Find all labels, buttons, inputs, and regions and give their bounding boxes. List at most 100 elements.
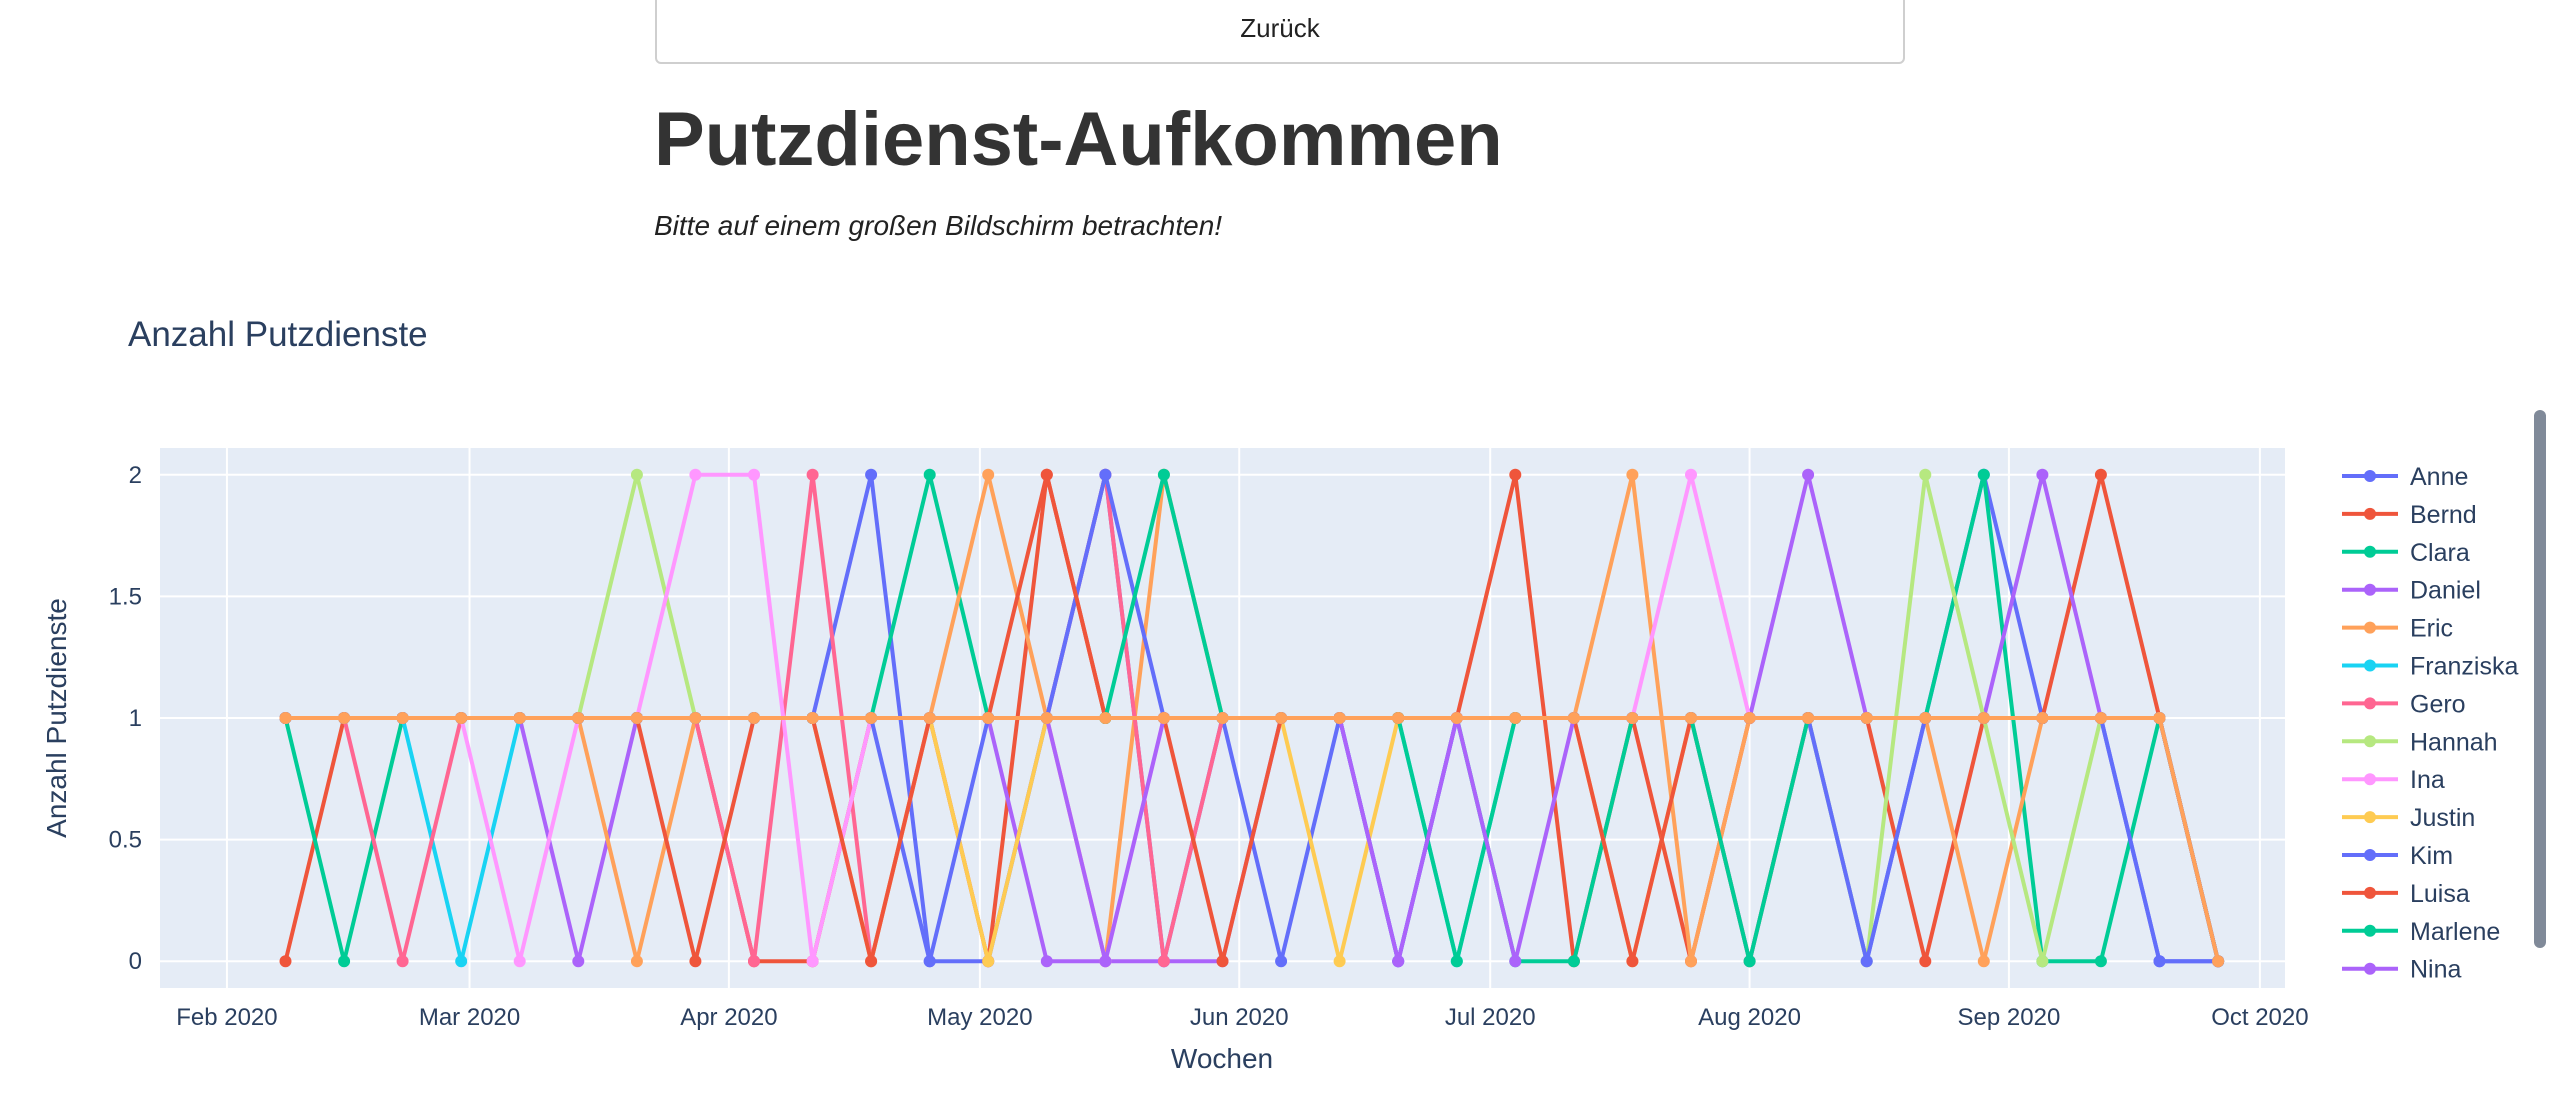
data-point — [1685, 712, 1697, 724]
legend-item-franziska[interactable]: Franziska — [2342, 653, 2518, 681]
data-point — [455, 955, 468, 968]
y-tick-label: 0 — [129, 948, 142, 975]
legend-scrollbar[interactable] — [2534, 410, 2546, 948]
series-line — [285, 716, 2221, 962]
x-tick-label: Aug 2020 — [1698, 1004, 1801, 1031]
data-point — [1509, 468, 1522, 481]
data-point — [1919, 712, 1932, 724]
data-point — [1977, 712, 1990, 724]
data-point — [1450, 955, 1463, 968]
legend-item-daniel[interactable]: Daniel — [2342, 577, 2481, 605]
y-tick-label: 0.5 — [109, 827, 142, 854]
tick-labels: Feb 2020 Mar 2020 Apr 2020 May 2020 Jun 2020… — [109, 462, 2309, 1031]
data-point — [1567, 712, 1580, 724]
data-point — [1157, 468, 1170, 481]
data-point — [1040, 712, 1053, 724]
data-point — [1275, 712, 1288, 724]
data-point — [1392, 955, 1405, 968]
legend-marker — [2364, 697, 2376, 710]
data-point — [865, 955, 878, 968]
legend-item-hannah[interactable]: Hannah — [2342, 728, 2498, 756]
data-point — [1743, 712, 1756, 724]
data-point — [1977, 468, 1990, 481]
legend-label: Justin — [2410, 804, 2475, 832]
legend-item-justin[interactable]: Justin — [2342, 804, 2475, 832]
legend-item-eric[interactable]: Eric — [2342, 615, 2453, 643]
data-point — [279, 955, 292, 968]
legend-marker — [2364, 962, 2376, 975]
data-point — [923, 468, 936, 481]
data-point — [338, 955, 351, 968]
legend-item-kim[interactable]: Kim — [2342, 842, 2453, 870]
data-point — [865, 712, 878, 724]
data-point — [1626, 468, 1639, 481]
data-point — [1626, 712, 1639, 724]
y-tick-label: 1 — [129, 705, 142, 732]
legend-item-nina[interactable]: Nina — [2342, 956, 2462, 984]
legend[interactable]: Anne Bernd Clara Daniel Eric Franziska Gero Han… — [2342, 463, 2518, 984]
legend-marker — [2364, 924, 2376, 937]
back-button[interactable]: Zurück — [655, 0, 1905, 64]
x-tick-label: Feb 2020 — [176, 1004, 277, 1031]
legend-item-clara[interactable]: Clara — [2342, 539, 2470, 567]
data-point — [630, 468, 643, 481]
legend-label: Clara — [2410, 539, 2470, 567]
data-point — [2212, 955, 2225, 968]
series-layer — [279, 468, 2225, 968]
data-point — [572, 712, 585, 724]
legend-label: Bernd — [2410, 501, 2477, 529]
data-point — [1099, 468, 1112, 481]
data-point — [1333, 955, 1346, 968]
legend-marker — [2364, 849, 2376, 861]
data-point — [689, 955, 702, 968]
legend-marker — [2364, 735, 2376, 748]
data-point — [1392, 712, 1405, 724]
data-point — [982, 955, 995, 968]
data-point — [806, 468, 819, 481]
data-point — [1509, 955, 1522, 968]
data-point — [1919, 468, 1932, 481]
data-point — [1685, 468, 1697, 481]
legend-item-luisa[interactable]: Luisa — [2342, 880, 2470, 908]
data-point — [2094, 955, 2107, 968]
data-point — [338, 712, 351, 724]
data-point — [2094, 468, 2107, 481]
legend-label: Luisa — [2410, 880, 2470, 908]
data-point — [923, 955, 936, 968]
legend-label: Nina — [2410, 956, 2462, 984]
data-point — [1216, 955, 1229, 968]
data-point — [1567, 955, 1580, 968]
data-point — [1216, 712, 1229, 724]
data-point — [1333, 712, 1346, 724]
legend-marker — [2364, 773, 2376, 786]
data-point — [689, 468, 702, 481]
data-point — [865, 468, 878, 481]
legend-item-ina[interactable]: Ina — [2342, 766, 2445, 794]
legend-marker — [2364, 507, 2376, 520]
data-point — [748, 468, 760, 481]
x-tick-label: Oct 2020 — [2211, 1004, 2308, 1031]
data-point — [1099, 955, 1112, 968]
legend-label: Marlene — [2410, 918, 2500, 946]
data-point — [806, 712, 819, 724]
legend-label: Ina — [2410, 766, 2445, 794]
data-point — [1040, 468, 1053, 481]
legend-marker — [2364, 583, 2376, 596]
x-tick-label: Mar 2020 — [419, 1004, 520, 1031]
data-point — [1802, 468, 1815, 481]
legend-label: Franziska — [2410, 653, 2518, 681]
data-point — [2036, 712, 2049, 724]
y-tick-label: 1.5 — [109, 583, 142, 610]
cleaning-duty-chart: Anzahl Putzdienste Feb 2020 Mar 2020 Apr 2… — [41, 315, 2518, 1074]
x-tick-label: Apr 2020 — [680, 1004, 777, 1031]
legend-marker — [2364, 886, 2376, 899]
legend-item-marlene[interactable]: Marlene — [2342, 918, 2500, 946]
x-tick-label: May 2020 — [927, 1004, 1032, 1031]
x-axis-label: Wochen — [1171, 1043, 1273, 1074]
legend-item-bernd[interactable]: Bernd — [2342, 501, 2477, 529]
data-point — [1157, 712, 1170, 724]
legend-item-gero[interactable]: Gero — [2342, 690, 2466, 718]
data-point — [2036, 955, 2049, 968]
legend-item-anne[interactable]: Anne — [2342, 463, 2468, 491]
data-point — [279, 712, 292, 724]
